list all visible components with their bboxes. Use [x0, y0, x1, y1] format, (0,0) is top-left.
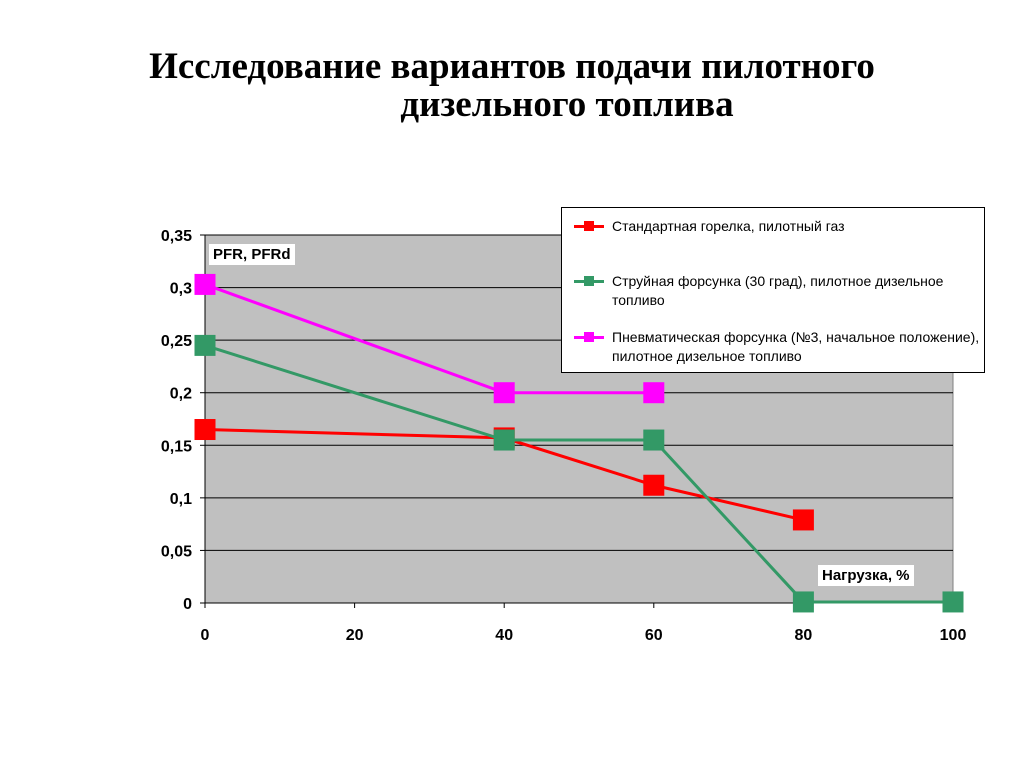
series-2-point-2 [493, 429, 515, 451]
legend-swatch-2 [574, 276, 604, 286]
x-tick-label-1: 20 [346, 627, 364, 644]
legend: Стандартная горелка, пилотный газ Струйн… [561, 207, 985, 373]
series-2-point-1 [194, 334, 216, 356]
x-axis-ticks: 0 20 40 60 80 100 [201, 603, 967, 644]
x-tick-label-4: 80 [795, 627, 813, 644]
y-tick-label-6: 0,3 [170, 281, 192, 298]
y-tick-label-7: 0,35 [161, 228, 192, 245]
series-3-point-1 [194, 273, 216, 295]
series-1-point-4 [792, 509, 814, 531]
x-tick-label-2: 40 [495, 627, 513, 644]
x-tick-label-0: 0 [201, 627, 210, 644]
x-tick-label-3: 60 [645, 627, 663, 644]
chart-title: Исследование вариантов подачи пилотного … [0, 48, 1024, 124]
y-tick-label-2: 0,1 [170, 491, 192, 508]
legend-label-2: Струйная форсунка (30 град), пилотное ди… [612, 273, 944, 308]
y-tick-label-1: 0,05 [161, 543, 192, 560]
y-tick-label-3: 0,15 [161, 438, 192, 455]
legend-label-1: Стандартная горелка, пилотный газ [612, 218, 845, 234]
series-1-line [204, 428, 804, 522]
y-tick-label-0: 0 [183, 596, 192, 613]
legend-swatch-1 [574, 221, 604, 231]
chart-title-line-1: Исследование вариантов подачи пилотного [149, 46, 875, 87]
legend-swatch-3 [574, 332, 604, 342]
series-group [194, 273, 964, 613]
series-3-point-2 [493, 382, 515, 404]
x-tick-label-5: 100 [940, 627, 967, 644]
series-2 [194, 334, 964, 613]
series-3 [194, 273, 665, 404]
series-2-point-4 [792, 591, 814, 613]
chart-title-line-2: дизельного топлива [400, 84, 734, 125]
x-axis-annotation: Нагрузка, % [818, 565, 914, 586]
series-1-point-1 [194, 419, 216, 441]
series-1-point-3 [643, 474, 665, 496]
y-axis-annotation: PFR, PFRd [209, 244, 295, 265]
y-tick-label-5: 0,25 [161, 333, 192, 350]
series-3-point-3 [643, 382, 665, 404]
series-2-point-5 [942, 591, 964, 613]
y-axis-ticks: 0 0,05 0,1 0,15 0,2 0,25 0,3 0,35 [161, 228, 205, 613]
series-2-point-3 [643, 429, 665, 451]
legend-label-3: Пневматическая форсунка (№3, начальное п… [612, 329, 980, 364]
y-tick-label-4: 0,2 [170, 386, 192, 403]
